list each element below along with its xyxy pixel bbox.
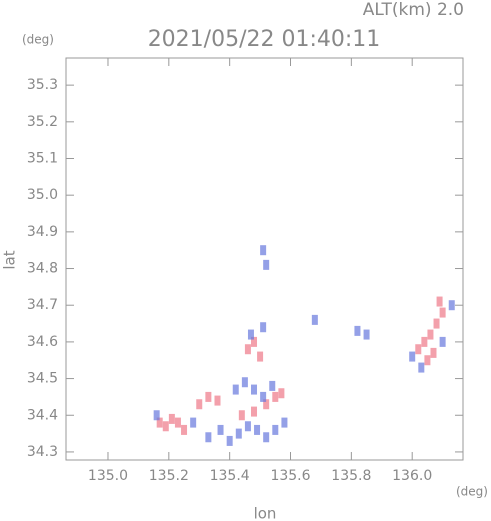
echo-point — [278, 388, 285, 399]
echo-point — [247, 329, 254, 340]
echo-point — [257, 351, 264, 362]
x-tick-label: 136.0 — [392, 468, 432, 484]
echo-point — [162, 421, 169, 432]
echo-point — [168, 413, 175, 424]
y-tick-label: 35.2 — [27, 114, 58, 130]
y-tick-label: 35.0 — [27, 187, 58, 203]
echo-point — [436, 296, 443, 307]
echo-point — [263, 432, 270, 443]
echo-point — [269, 380, 276, 391]
y-unit: (deg) — [22, 33, 54, 47]
echo-point — [156, 417, 163, 428]
y-tick-label: 35.1 — [27, 151, 58, 167]
y-tick-label: 34.4 — [27, 407, 58, 423]
echo-point — [263, 399, 270, 410]
echo-point — [311, 314, 318, 325]
x-tick-label: 135.8 — [331, 468, 371, 484]
x-unit: (deg) — [456, 485, 488, 499]
echo-point — [363, 329, 370, 340]
echo-point — [251, 384, 258, 395]
y-axis-label: lat — [1, 250, 19, 269]
echo-point — [205, 391, 212, 402]
x-axis-label: lon — [254, 505, 277, 521]
echo-point — [409, 351, 416, 362]
y-tick-label: 34.7 — [27, 297, 58, 313]
altitude: ALT(km) 2.0 — [363, 0, 464, 20]
x-tick-label: 135.4 — [210, 468, 250, 484]
echo-point — [433, 318, 440, 329]
echo-point — [251, 336, 258, 347]
echo-point — [421, 336, 428, 347]
echo-point — [424, 355, 431, 366]
echo-point — [244, 421, 251, 432]
y-tick-label: 35.3 — [27, 77, 58, 93]
echo-point — [418, 362, 425, 373]
echo-point — [427, 329, 434, 340]
echo-point — [217, 424, 224, 435]
echo-point — [181, 424, 188, 435]
echo-point — [226, 435, 233, 446]
echo-point — [238, 410, 245, 421]
chart-title: 2021/05/22 01:40:11 — [148, 27, 381, 52]
echo-point — [448, 300, 455, 311]
echo-point — [214, 395, 221, 406]
echo-point — [251, 406, 258, 417]
echo-point — [260, 245, 267, 256]
echo-point — [281, 417, 288, 428]
echo-point — [430, 347, 437, 358]
echo-point — [439, 307, 446, 318]
x-tick-label: 135.0 — [88, 468, 128, 484]
echo-point — [232, 384, 239, 395]
echo-point — [254, 424, 261, 435]
y-tick-label: 34.8 — [27, 261, 58, 277]
echo-point — [190, 417, 197, 428]
echo-point — [244, 344, 251, 355]
echo-point — [196, 399, 203, 410]
y-tick-label: 34.3 — [27, 444, 58, 460]
echo-point — [439, 336, 446, 347]
echo-point — [205, 432, 212, 443]
echo-point — [415, 344, 422, 355]
echo-point — [263, 259, 270, 270]
plot-frame — [65, 57, 464, 461]
y-tick-label: 34.5 — [27, 371, 58, 387]
y-tick-label: 34.6 — [27, 334, 58, 350]
echo-point — [272, 424, 279, 435]
echo-point — [272, 391, 279, 402]
echo-point — [153, 410, 160, 421]
echo-point — [260, 322, 267, 333]
x-tick-label: 135.6 — [270, 468, 310, 484]
echo-point — [235, 428, 242, 439]
x-tick-label: 135.2 — [149, 468, 189, 484]
echo-point — [354, 325, 361, 336]
echo-point — [260, 391, 267, 402]
echo-point — [174, 417, 181, 428]
echo-point — [241, 377, 248, 388]
y-tick-label: 34.9 — [27, 224, 58, 240]
